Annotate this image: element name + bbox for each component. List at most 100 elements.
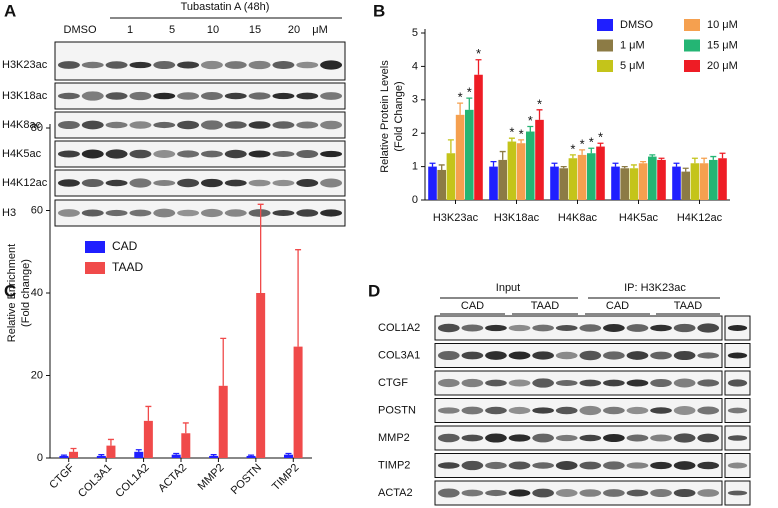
blot-band: [727, 352, 748, 359]
x-tick-label: COL1A2: [113, 462, 151, 500]
significance-mark: *: [598, 130, 603, 145]
blot-band: [129, 91, 152, 101]
blot-band: [697, 406, 720, 415]
blot-band: [650, 407, 672, 414]
bar: [507, 141, 517, 200]
legend-swatch: [597, 60, 613, 72]
blot-band: [650, 378, 672, 388]
unit-label: μM: [312, 24, 328, 36]
blot-band: [105, 121, 128, 129]
blot-band: [296, 209, 319, 217]
blot-band: [579, 324, 602, 332]
bar: [550, 166, 559, 200]
y-tick-label: 4: [412, 60, 418, 72]
blot-band: [272, 61, 295, 69]
subgroup-header: CAD: [606, 300, 629, 312]
blot-band: [224, 179, 247, 187]
blot-band: [129, 61, 152, 69]
blot-band: [626, 406, 649, 415]
panel-letter: C: [4, 281, 16, 300]
legend-label: 15 μM: [707, 39, 738, 51]
blot-band: [673, 433, 696, 443]
blot-band: [320, 60, 343, 70]
x-tick-label: ACTA2: [156, 462, 189, 495]
y-tick-label: 2: [412, 127, 418, 139]
bar: [577, 154, 587, 200]
error-bar: [527, 125, 534, 132]
blot-band: [248, 60, 271, 70]
blot-band: [727, 379, 748, 387]
row-label: ACTA2: [378, 487, 413, 499]
bar: [709, 159, 718, 200]
blot-box: [54, 41, 346, 81]
blot-band: [272, 179, 295, 187]
blot-band: [153, 121, 176, 129]
group-header: Input: [496, 282, 520, 294]
error-bar: [475, 59, 482, 75]
blot-band: [81, 120, 104, 130]
bar: [587, 153, 596, 200]
blot-band: [320, 209, 343, 217]
blot-band: [579, 379, 602, 387]
bar: [657, 159, 666, 200]
blot-band: [485, 406, 507, 415]
blot-band: [673, 323, 696, 333]
error-bar: [438, 164, 445, 170]
bar: [181, 433, 191, 458]
error-bar: [649, 154, 656, 157]
blot-band: [727, 490, 748, 496]
blot-band: [200, 150, 223, 158]
row-label: H3K23ac: [2, 59, 48, 71]
blot-band: [200, 120, 223, 130]
bar: [568, 158, 578, 200]
error-bar: [673, 162, 680, 167]
error-bar: [518, 139, 525, 144]
blot-band: [532, 324, 554, 332]
significance-mark: *: [537, 96, 542, 111]
blot-band: [579, 405, 602, 416]
blot-band: [673, 406, 696, 415]
error-bar: [612, 162, 619, 167]
blot-band: [603, 489, 625, 497]
blot-band: [81, 178, 104, 188]
blot-band: [650, 489, 672, 497]
bar: [526, 131, 535, 200]
error-bar: [210, 454, 217, 456]
blot-band: [508, 434, 531, 442]
blot-band: [129, 209, 152, 217]
blot-band: [224, 149, 247, 159]
blot-band: [272, 150, 295, 158]
blot-band: [461, 406, 484, 415]
row-label: H4K8ac: [2, 119, 42, 131]
blot-band: [555, 379, 578, 387]
blot-band: [461, 434, 484, 442]
blot-band: [727, 407, 748, 414]
blot-band: [105, 149, 128, 159]
blot-band: [461, 460, 484, 471]
blot-band: [200, 92, 223, 100]
x-tick-label: H4K5ac: [619, 212, 659, 224]
blot-band: [555, 489, 578, 497]
y-tick-label: 80: [31, 122, 43, 134]
blot-band: [485, 461, 507, 470]
bar: [535, 119, 544, 200]
blot-band: [248, 179, 271, 187]
y-tick-label: 60: [31, 204, 43, 216]
blot-band: [105, 179, 128, 187]
blot-band: [650, 434, 672, 442]
error-bar: [640, 160, 647, 164]
blot-band: [555, 406, 578, 415]
bar: [171, 454, 181, 458]
blot-band: [650, 461, 672, 470]
error-bar: [701, 157, 708, 164]
blot-band: [603, 351, 625, 360]
blot-band: [485, 324, 507, 332]
error-bar: [466, 97, 473, 110]
x-tick-label: COL3A1: [76, 462, 114, 500]
error-bar: [490, 160, 497, 167]
row-label: H4K12ac: [2, 177, 48, 189]
bar: [596, 146, 605, 200]
bar: [620, 168, 629, 200]
legend-label: TAAD: [112, 260, 143, 274]
